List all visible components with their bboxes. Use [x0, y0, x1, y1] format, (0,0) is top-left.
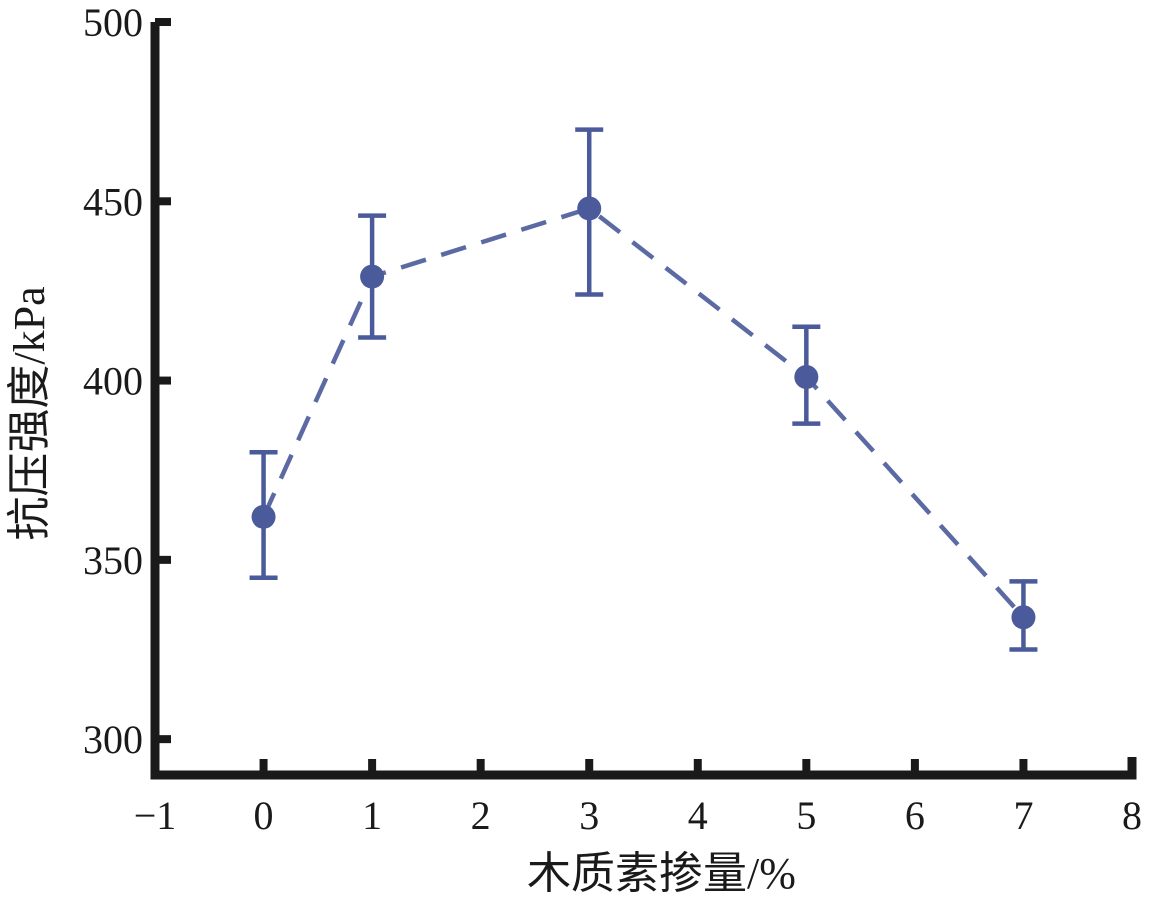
x-tick-label: 0	[254, 793, 274, 838]
y-tick-label: 500	[83, 0, 143, 45]
x-tick-label: 4	[688, 793, 708, 838]
tick-labels: −1 0 1 2 3 4 5 6 7 8 300 350 400 450 500	[83, 0, 1142, 838]
x-tick-label: −1	[134, 793, 177, 838]
data-point	[1011, 605, 1036, 630]
x-tick-label: 7	[1013, 793, 1033, 838]
x-tick-label: 8	[1122, 793, 1142, 838]
series-line	[261, 205, 1026, 619]
y-tick-label: 350	[83, 538, 143, 583]
y-tick-label: 400	[83, 359, 143, 404]
x-tick-label: 3	[579, 793, 599, 838]
data-point	[577, 196, 602, 221]
data-point	[360, 264, 385, 289]
x-tick-label: 5	[796, 793, 816, 838]
y-axis-title: 抗压强度/kPa	[5, 286, 54, 540]
data-point	[794, 364, 819, 389]
x-tick-label: 1	[362, 793, 382, 838]
x-tick-label: 6	[905, 793, 925, 838]
x-axis-title: 木质素掺量/%	[527, 849, 796, 898]
axes	[150, 22, 1137, 780]
y-tick-label: 300	[83, 717, 143, 762]
y-tick-label: 450	[83, 179, 143, 224]
series-layer	[249, 127, 1038, 652]
data-point	[251, 504, 276, 529]
ticks	[155, 18, 1028, 775]
x-tick-label: 2	[471, 793, 491, 838]
